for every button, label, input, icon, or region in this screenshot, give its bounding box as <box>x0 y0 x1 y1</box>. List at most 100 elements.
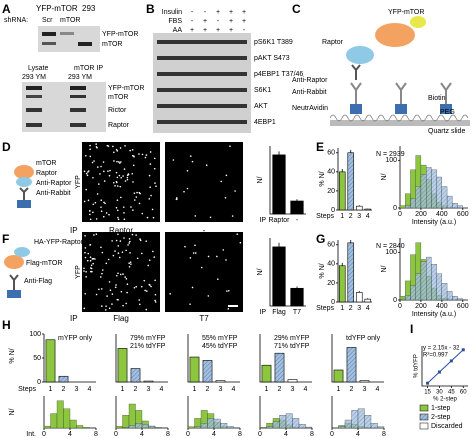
label: shRNA: <box>4 17 28 24</box>
x-tick-label: 1 <box>193 386 197 393</box>
y-tick-label: 0 <box>331 207 335 214</box>
bar <box>359 380 370 383</box>
spot <box>236 233 239 235</box>
spot <box>222 249 225 251</box>
spot <box>121 251 124 253</box>
band <box>42 32 56 36</box>
spot <box>87 170 90 172</box>
spot <box>84 292 87 295</box>
spot <box>87 171 89 173</box>
spot <box>133 286 136 289</box>
band <box>70 95 86 98</box>
axis <box>421 346 468 387</box>
label: 293 <box>82 4 96 13</box>
histogram-bar <box>298 424 306 429</box>
spot <box>191 286 194 289</box>
x-tick-label: 8 <box>94 431 98 438</box>
spot <box>145 240 148 242</box>
spot <box>135 285 138 288</box>
spot <box>136 257 139 260</box>
spot <box>119 185 122 188</box>
label: N/ <box>9 408 16 415</box>
y-tick-label: 100 <box>385 157 397 164</box>
spot <box>101 251 104 254</box>
label: % N/ <box>319 263 326 278</box>
spot <box>89 144 91 147</box>
label: Raptor <box>36 170 58 177</box>
spot <box>87 252 90 255</box>
band <box>26 86 42 90</box>
spot <box>89 244 91 246</box>
bar <box>290 287 304 307</box>
spot <box>120 176 122 179</box>
bar <box>364 208 372 211</box>
spot <box>125 302 127 305</box>
x-tick-label: Raptor <box>268 217 290 224</box>
spot <box>216 255 218 258</box>
spot <box>91 161 94 164</box>
spot <box>117 272 119 275</box>
spot <box>103 170 105 173</box>
band <box>70 123 86 127</box>
spot <box>89 256 92 258</box>
spot <box>154 301 157 303</box>
x-tick-label: 1 <box>337 386 341 393</box>
label: AKT <box>254 103 268 110</box>
raptor <box>14 247 30 257</box>
spot <box>113 160 115 162</box>
spot <box>95 233 98 236</box>
label: YFP-mTOR <box>388 9 424 16</box>
spot <box>92 203 95 206</box>
spot <box>186 170 189 172</box>
histogram-bar <box>410 198 416 209</box>
spot <box>100 199 103 202</box>
x-tick-label: 0 <box>398 211 402 218</box>
spot <box>100 288 103 290</box>
label: N/ <box>257 176 264 183</box>
histogram-bar <box>272 421 280 429</box>
spot <box>143 279 146 282</box>
histogram-bar <box>405 295 411 301</box>
spot <box>135 234 137 236</box>
spot <box>100 305 103 307</box>
histogram-bar <box>220 423 228 429</box>
spot <box>89 260 92 262</box>
bar <box>215 380 226 383</box>
spot <box>99 173 101 175</box>
label: mTOR <box>36 160 56 167</box>
spot <box>194 244 196 247</box>
histogram-bar <box>141 424 149 429</box>
spot <box>131 149 134 151</box>
spot <box>129 261 132 263</box>
histogram-bar <box>431 169 437 209</box>
spot <box>100 206 102 208</box>
x-tick-label: 3 <box>357 305 361 312</box>
spot <box>100 165 102 168</box>
label: mTOR IP <box>74 65 103 72</box>
histogram-bar <box>128 403 136 429</box>
label: 45% tdYFP <box>202 343 238 350</box>
histogram-bar <box>135 423 143 429</box>
label: Biotin <box>428 95 446 102</box>
spot <box>126 176 129 179</box>
label: N/ <box>381 265 388 272</box>
label: + <box>229 9 233 16</box>
label: IP <box>259 217 266 224</box>
spot <box>150 194 152 197</box>
spot <box>133 192 136 194</box>
label: Int. <box>26 431 36 438</box>
x-tick-label: 3 <box>147 386 151 393</box>
bar <box>45 339 56 383</box>
histogram-bar <box>148 425 156 429</box>
x-tick-label: 2 <box>278 386 282 393</box>
x-tick-label: T7 <box>293 309 301 316</box>
micrograph <box>82 232 160 312</box>
x-tick-label: 3 <box>291 386 295 393</box>
label: Rictor <box>108 107 127 114</box>
histogram-bar <box>122 415 130 429</box>
spot <box>225 174 228 177</box>
histogram-bar <box>259 427 267 429</box>
band <box>157 40 247 44</box>
point <box>461 348 465 352</box>
label: FBS <box>168 18 182 25</box>
